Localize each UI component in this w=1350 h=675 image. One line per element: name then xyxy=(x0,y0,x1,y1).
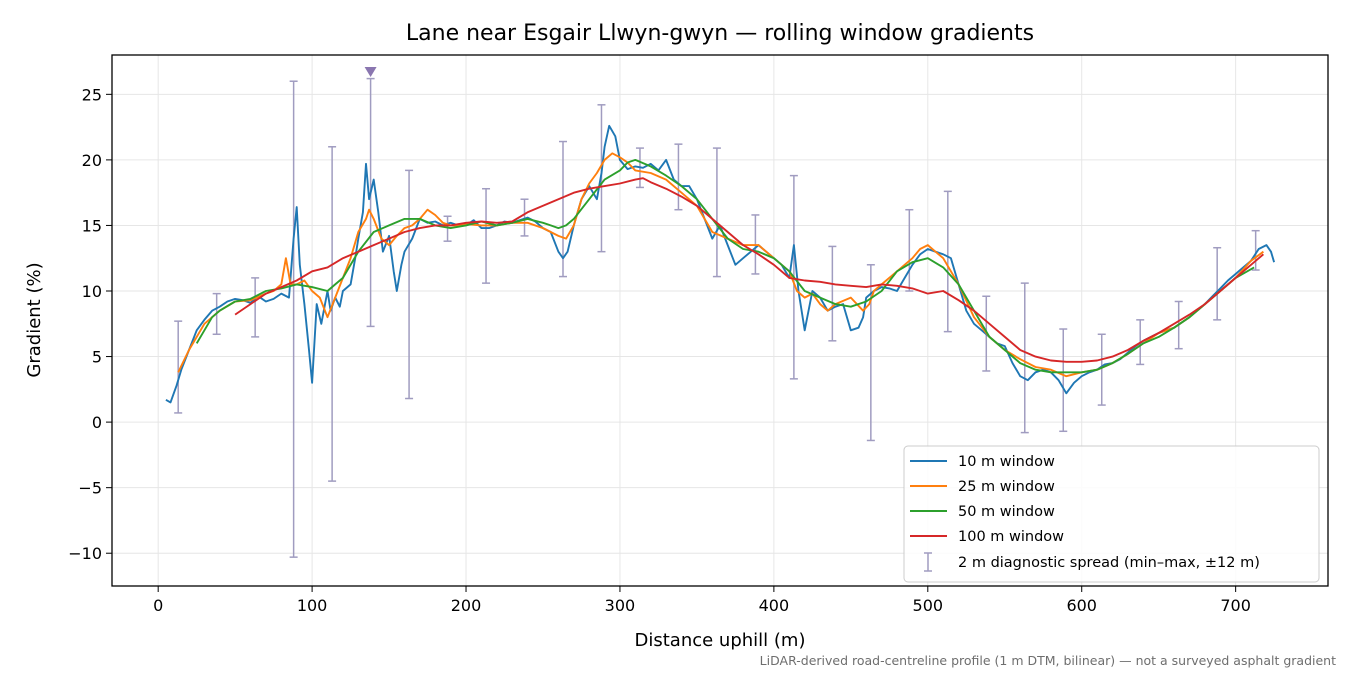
clipped-spread-marker xyxy=(364,67,377,77)
spread-errorbar xyxy=(251,277,260,338)
x-axis-label: Distance uphill (m) xyxy=(635,630,806,651)
series-layer xyxy=(165,124,1276,404)
spread-errorbar xyxy=(712,147,721,278)
y-axis-label: Gradient (%) xyxy=(24,262,45,377)
x-tick-label: 500 xyxy=(913,596,944,615)
chart-title: Lane near Esgair Llwyn-gwyn — rolling wi… xyxy=(406,21,1034,46)
legend-label-50m: 50 m window xyxy=(958,504,1055,520)
legend-label-100m: 100 m window xyxy=(958,529,1064,545)
marker-layer xyxy=(364,67,377,77)
spread-errorbar xyxy=(1251,229,1260,271)
spread-errorbar xyxy=(1097,333,1106,406)
y-tick-label: 25 xyxy=(82,85,102,104)
plot-frame xyxy=(111,54,1329,587)
y-tick-label: 10 xyxy=(82,282,102,301)
x-tick-label: 600 xyxy=(1066,596,1097,615)
spread-errorbar xyxy=(1020,282,1029,434)
spread-errorbar xyxy=(482,187,491,284)
y-tick-label: 5 xyxy=(92,348,102,367)
legend-label-10m: 10 m window xyxy=(958,454,1055,470)
axis-ticks: 0 100 200 300 400 500 600 700 −10 −5 0 5 10 15 20 25 xyxy=(68,85,1251,615)
y-tick-label: 20 xyxy=(82,151,102,170)
spread-errorbar xyxy=(558,140,567,278)
x-tick-label: 400 xyxy=(759,596,790,615)
legend-label-spread: 2 m diagnostic spread (min–max, ±12 m) xyxy=(958,555,1260,571)
spread-errorbar xyxy=(405,169,414,400)
series-line-100-m-window xyxy=(234,177,1265,363)
x-tick-label: 200 xyxy=(451,596,482,615)
diagnostic-spread-layer xyxy=(174,77,1260,558)
spread-errorbar xyxy=(828,245,837,342)
spread-errorbar xyxy=(943,190,952,333)
footnote: LiDAR-derived road-centreline profile (1… xyxy=(760,653,1336,668)
spread-errorbar xyxy=(1213,246,1222,321)
legend-swatch-spread xyxy=(924,552,932,572)
legend: 10 m window 25 m window 50 m window 100 … xyxy=(903,445,1320,583)
spread-errorbar xyxy=(1059,328,1068,433)
spread-errorbar xyxy=(174,320,183,414)
x-tick-label: 300 xyxy=(605,596,636,615)
legend-label-25m: 25 m window xyxy=(958,479,1055,495)
spread-errorbar xyxy=(328,146,337,482)
spread-errorbar xyxy=(443,215,452,242)
spread-errorbar xyxy=(289,80,298,558)
x-tick-label: 700 xyxy=(1220,596,1251,615)
y-tick-label: 15 xyxy=(82,216,102,235)
x-tick-label: 0 xyxy=(153,596,163,615)
y-tick-label: −5 xyxy=(78,479,102,498)
y-tick-label: −10 xyxy=(68,544,102,563)
x-tick-label: 100 xyxy=(297,596,328,615)
spread-errorbar xyxy=(674,143,683,211)
spread-errorbar xyxy=(905,208,914,292)
series-line-50-m-window xyxy=(195,158,1255,374)
spread-errorbar xyxy=(366,77,375,328)
legend-box xyxy=(903,445,1320,583)
y-tick-label: 0 xyxy=(92,413,102,432)
spread-errorbar xyxy=(520,198,529,237)
